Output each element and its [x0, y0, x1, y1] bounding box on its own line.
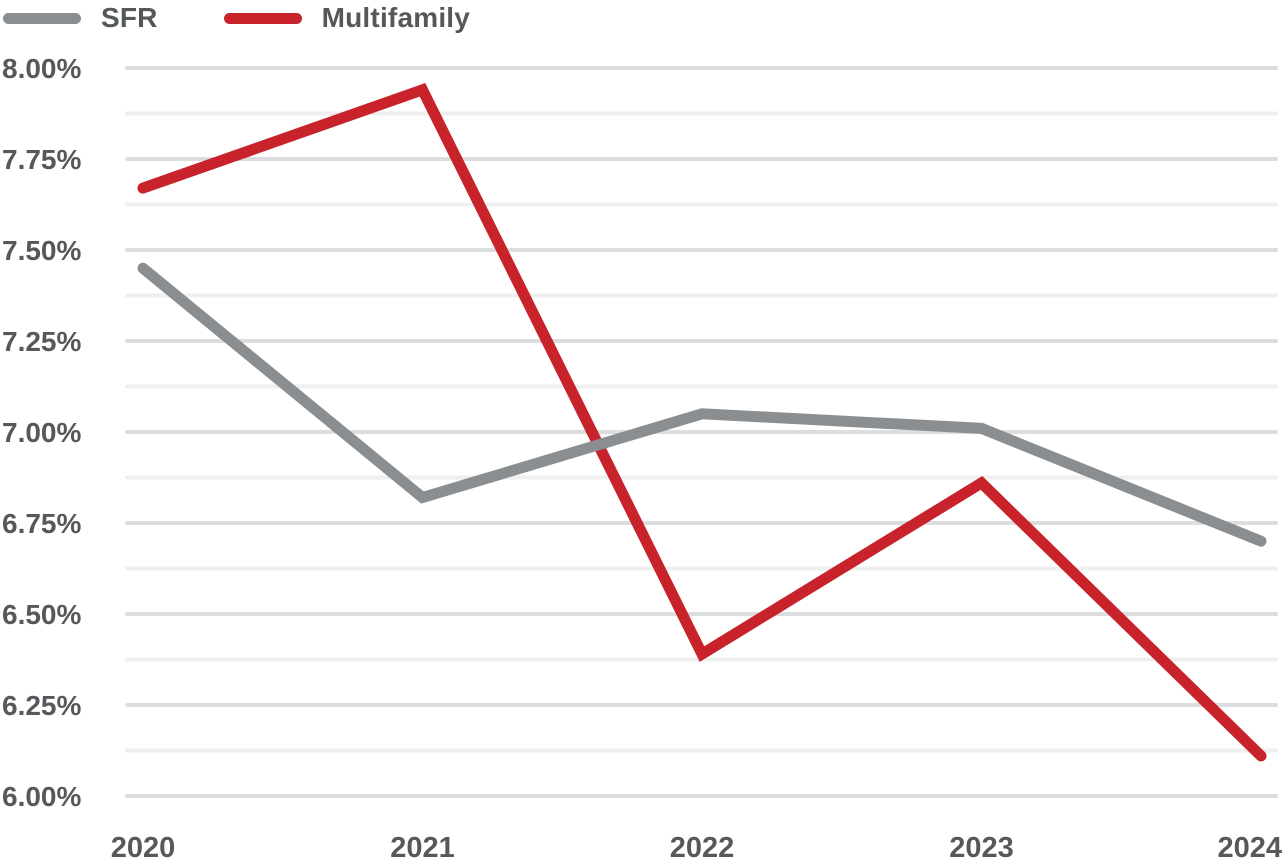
legend-label-sfr: SFR [101, 2, 158, 33]
y-axis-tick-label: 7.25% [2, 326, 81, 357]
series-line-sfr [137, 262, 1267, 547]
x-axis-tick-label: 2020 [111, 832, 176, 864]
y-axis-tick-label: 6.50% [2, 599, 81, 630]
series-line-multifamily [137, 83, 1267, 762]
x-axis-tick-label: 2022 [670, 832, 735, 864]
legend-item-multifamily: Multifamily [223, 2, 471, 33]
chart-legend: SFR Multifamily [3, 2, 470, 34]
y-axis-tick-label: 7.50% [2, 235, 81, 266]
y-axis-tick-label: 8.00% [2, 53, 81, 84]
y-axis-tick-label: 7.75% [2, 144, 81, 175]
sfr-line-swatch-icon [3, 12, 81, 24]
x-axis-tick-label: 2021 [390, 832, 455, 864]
x-axis-tick-label: 2024 [1217, 832, 1282, 864]
legend-item-sfr: SFR [3, 4, 158, 32]
y-axis-tick-label: 7.00% [2, 417, 81, 448]
y-axis-tick-label: 6.25% [2, 690, 81, 721]
x-axis-tick-label: 2023 [949, 832, 1014, 864]
y-axis-tick-label: 6.00% [2, 781, 81, 812]
legend-label-multifamily: Multifamily [321, 2, 471, 33]
y-axis-tick-label: 6.75% [2, 508, 81, 539]
multifamily-line-swatch-icon [223, 12, 302, 24]
